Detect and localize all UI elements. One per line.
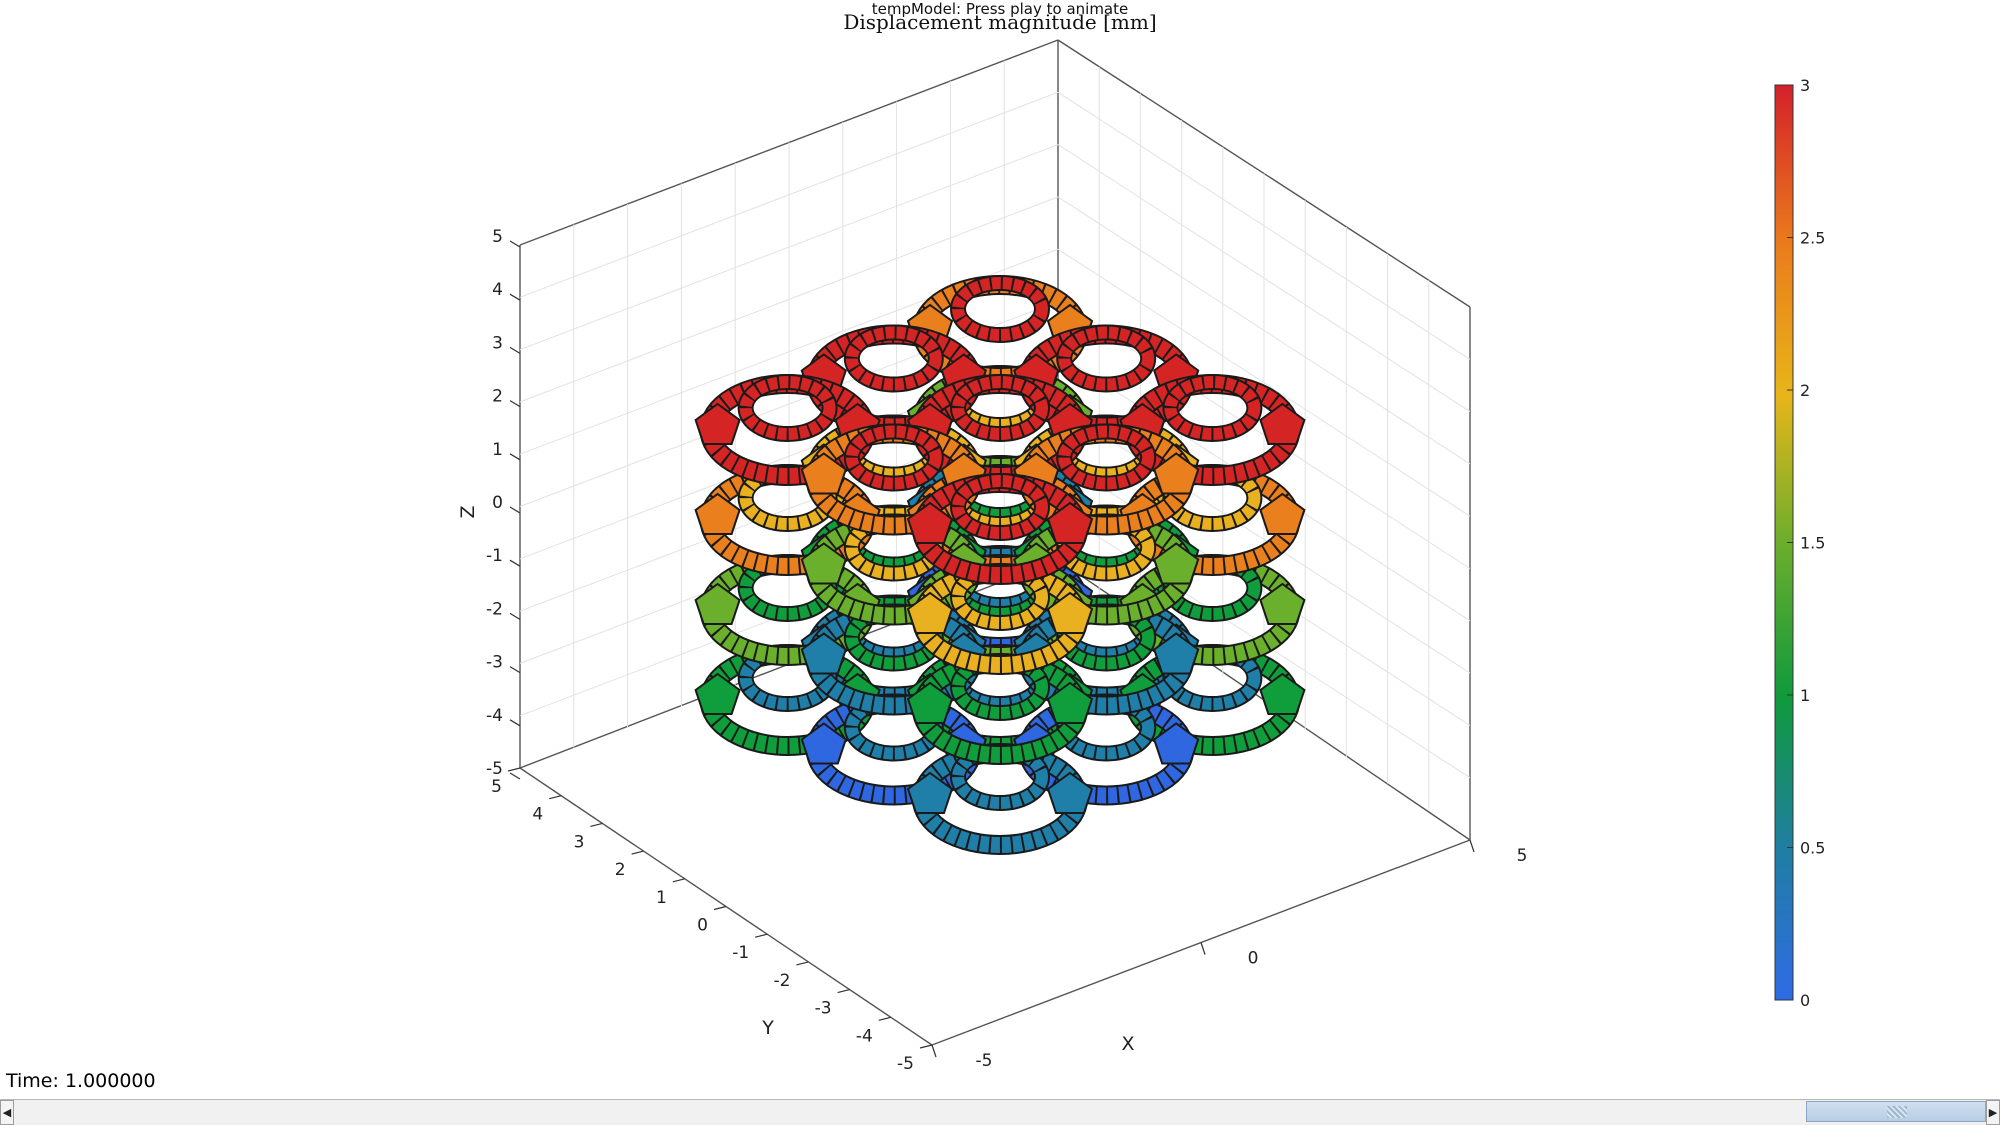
y-tick-label: 0 [697,916,708,936]
z-tick-label: 0 [492,493,503,513]
y-tick-label: -5 [897,1054,914,1074]
colorbar-tick-label: 0 [1800,991,1810,1010]
z-tick-label: 3 [492,333,503,353]
y-tick-label: -4 [856,1026,873,1046]
x-axis-ticks: -5 0 5 [931,839,1528,1071]
colorbar-tick-label: 0.5 [1800,839,1825,858]
colorbar-tick-label: 3 [1800,76,1810,95]
time-readout: Time: 1.000000 [6,1070,156,1092]
x-axis-label: X [1121,1033,1134,1055]
y-tick-label: -2 [773,971,790,991]
colorbar-tick-label: 2.5 [1800,229,1825,248]
x-tick-label: 0 [1248,949,1259,969]
lattice-mesh [694,275,1306,855]
y-tick-label: 1 [656,888,667,908]
z-tick-label: -1 [486,546,503,566]
y-tick-label: 5 [491,777,502,797]
z-tick-label: -2 [486,599,503,619]
slider-track[interactable] [14,1102,1986,1123]
y-tick-label: 2 [615,860,626,880]
y-tick-label: -1 [732,943,749,963]
z-tick-label: 2 [492,387,503,407]
z-tick-label: -5 [486,759,503,779]
figure-subtitle: Displacement magnitude [mm] [843,10,1157,34]
y-axis-label: Y [761,1017,774,1039]
z-tick-label: 4 [492,280,503,300]
z-tick-label: 5 [492,227,503,247]
axes-grid [519,60,1471,811]
time-slider[interactable]: ◀ ▶ [0,1099,2000,1125]
colorbar-ticks: 3 2.5 2 1.5 1 0.5 0 [1787,76,1825,1010]
figure-title: tempModel: Press play to animate [871,0,1129,18]
x-tick-label: -5 [976,1051,993,1071]
colorbar-tick-label: 1 [1800,686,1810,705]
y-tick-label: -3 [815,999,832,1019]
z-tick-label: 1 [492,440,503,460]
z-tick-label: -3 [486,653,503,673]
z-tick-label: -4 [486,706,503,726]
colorbar-tick-label: 1.5 [1800,534,1825,553]
colorbar-tick-label: 2 [1800,381,1810,400]
z-axis-label: Z [457,505,479,518]
slider-left-arrow[interactable]: ◀ [0,1100,14,1125]
slider-right-arrow[interactable]: ▶ [1986,1100,2000,1125]
z-axis-ticks: 5 4 3 2 1 0 -1 -2 -3 -4 -5 [486,227,521,780]
slider-thumb[interactable] [1806,1101,1986,1122]
x-tick-label: 5 [1517,846,1528,866]
axes-3d[interactable]: 5 4 3 2 1 0 -1 -2 -3 -4 -5 5 4 3 2 1 0 -1 -2 -3 -4 -5 -5 0 5 Z… [0,0,2000,1100]
y-tick-label: 4 [532,805,543,825]
slider-grip-icon [1887,1106,1907,1118]
y-tick-label: 3 [574,832,585,852]
y-axis-ticks: 5 4 3 2 1 0 -1 -2 -3 -4 -5 [491,767,933,1074]
